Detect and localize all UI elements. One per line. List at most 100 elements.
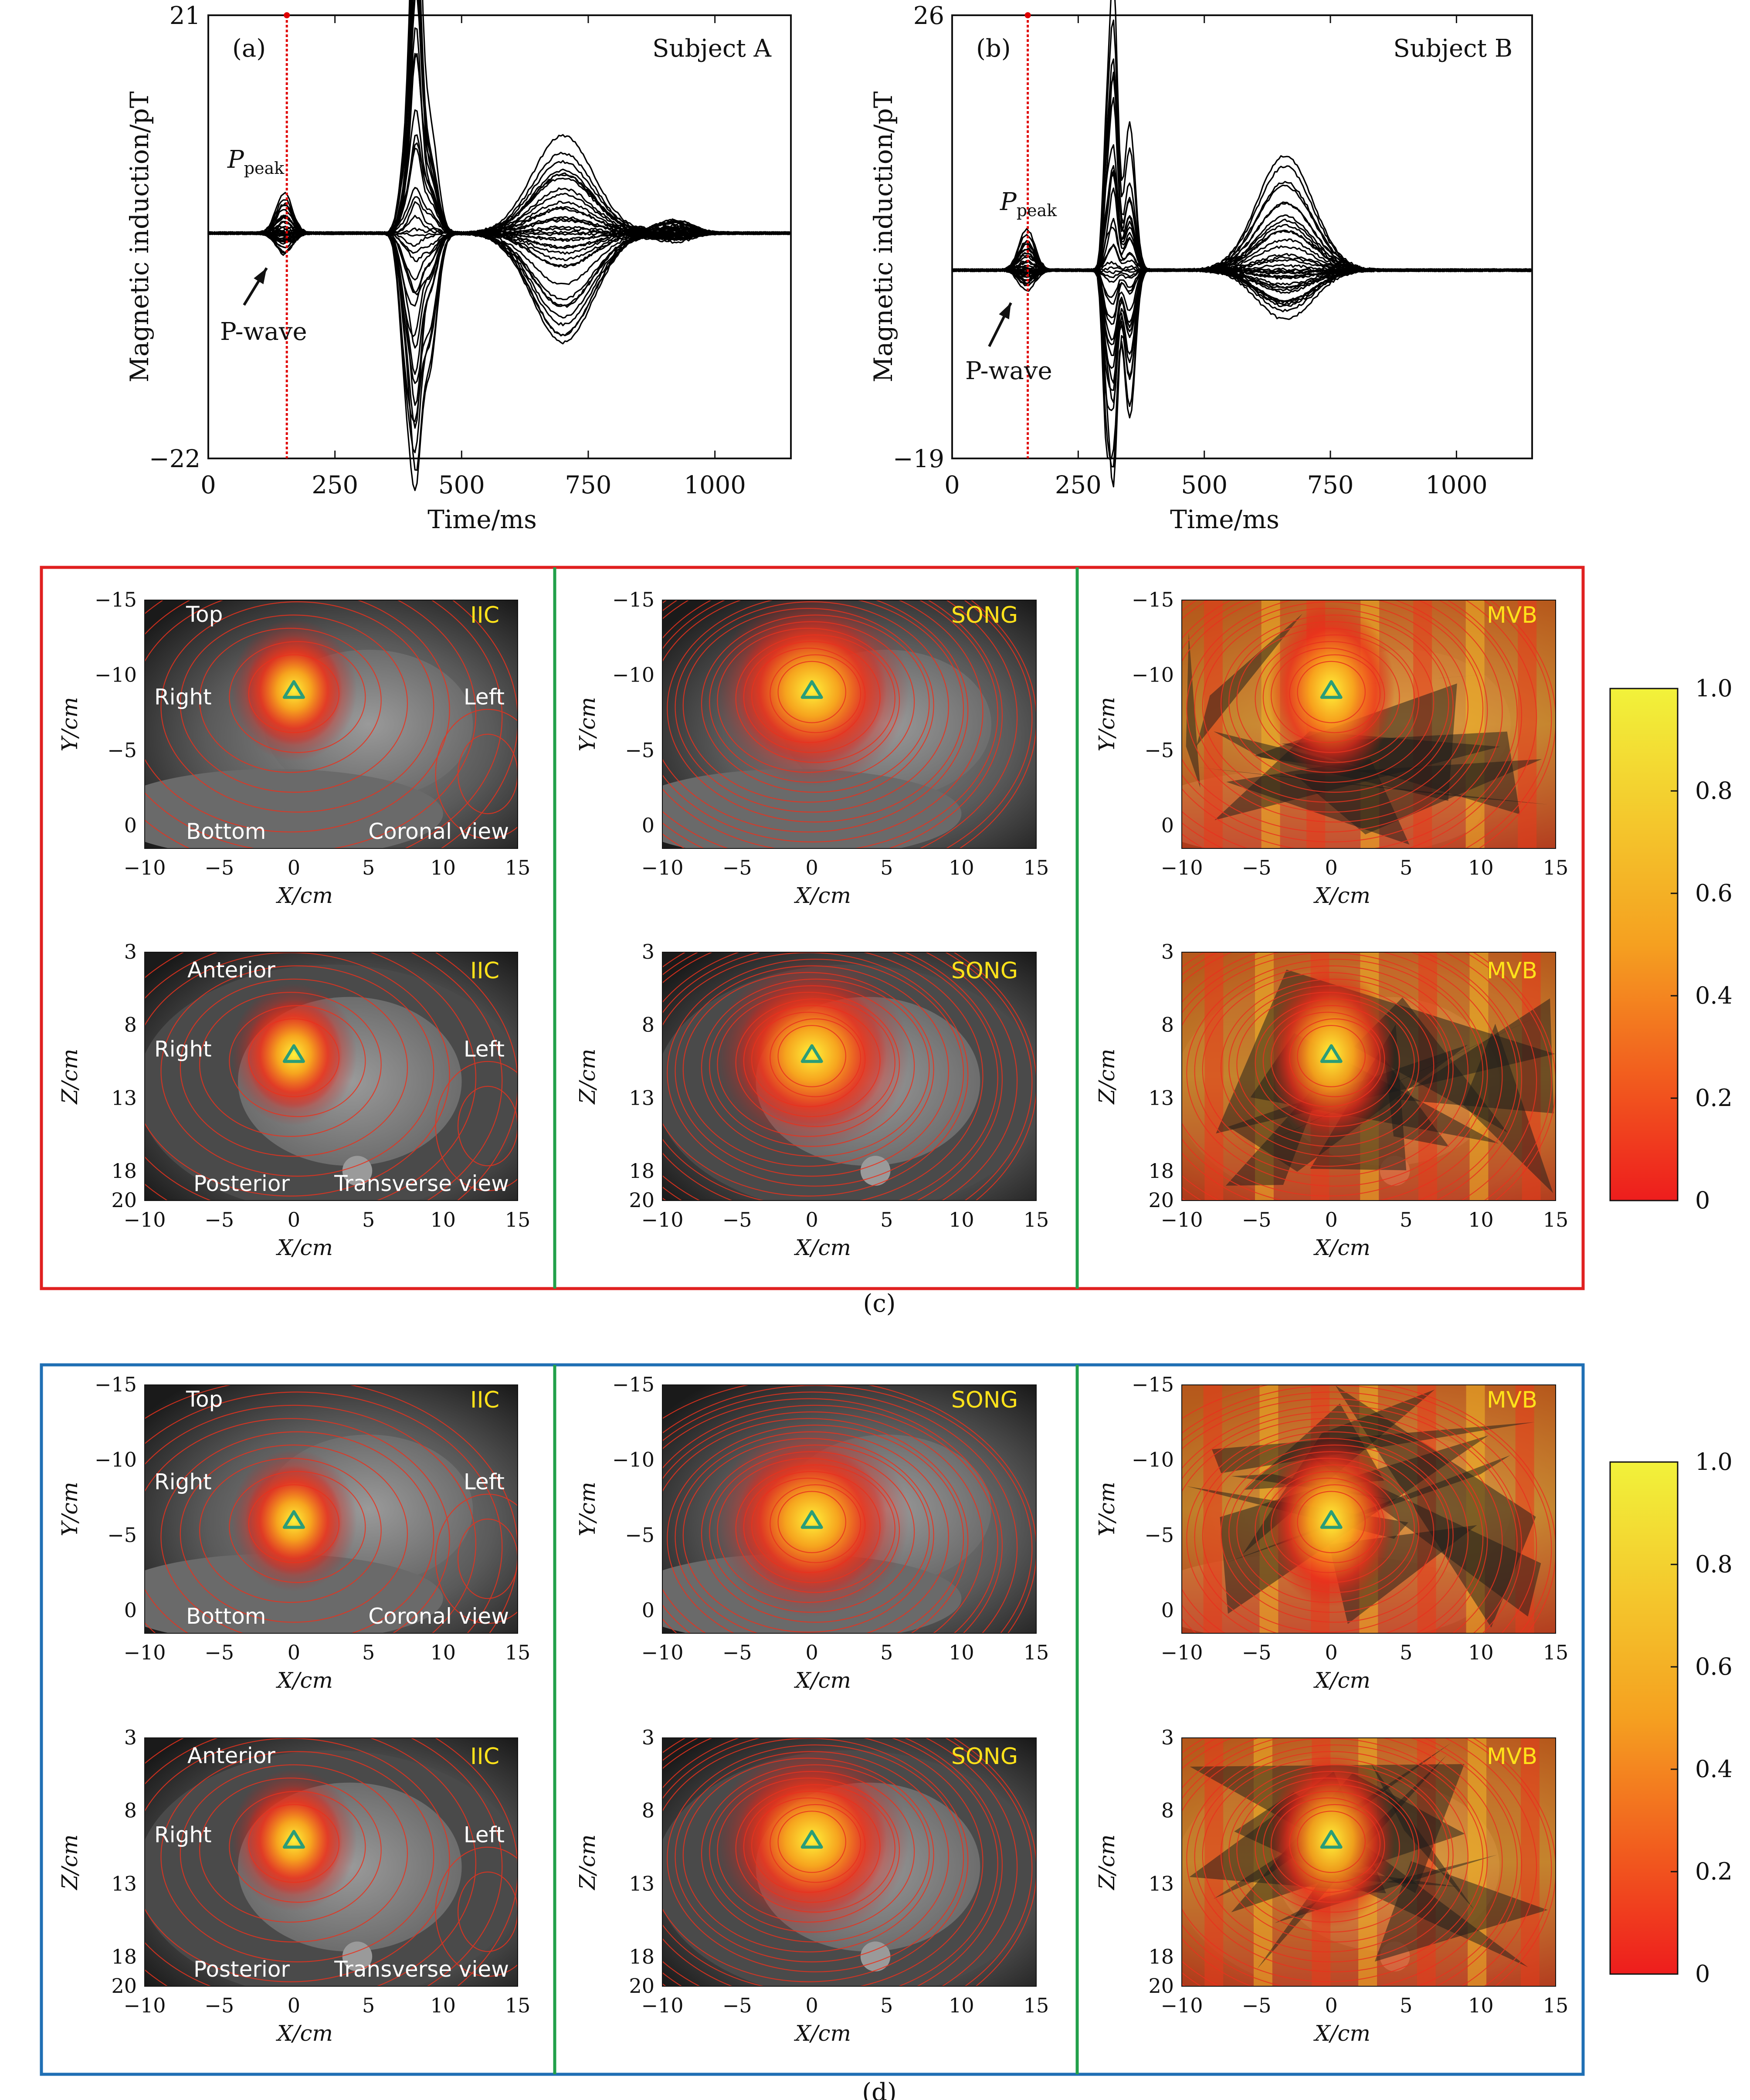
y-tick-label: 8: [642, 1799, 655, 1822]
y-tick-label: −10: [95, 663, 137, 687]
x-tick-label: 10: [949, 1994, 974, 2017]
y-axis-title: Z/cm: [1094, 1834, 1119, 1890]
x-tick-label: 10: [1468, 856, 1494, 879]
method-label: SONG: [951, 602, 1018, 628]
y-axis-title: Y/cm: [57, 697, 82, 751]
contour: [229, 1005, 366, 1117]
contour: [199, 1778, 382, 1923]
contour: [1220, 614, 1449, 793]
trace-bundle: [207, 0, 790, 491]
trace-line: [208, 0, 790, 235]
source-triangle: [1320, 1044, 1343, 1063]
contour: [435, 1846, 518, 1977]
view-label: Transverse view: [334, 1171, 509, 1196]
transverse-panel-mvb: MVB −10 −5 0 5 10 15 3 8 13 18 20 X/cm Z/cm: [1094, 940, 1568, 1260]
heat-blob: [1268, 603, 1395, 777]
contour: [1194, 601, 1469, 813]
trace-line: [208, 109, 790, 235]
mri-image: [1182, 600, 1556, 848]
contour: [751, 648, 866, 743]
x-axis-title: X/cm: [275, 2021, 333, 2046]
y-tick-label: 0: [124, 1598, 137, 1622]
group-caption: (d): [862, 2078, 897, 2100]
x-axis-title: X/cm: [794, 2021, 851, 2046]
contour: [770, 654, 861, 733]
x-axis-title: X/cm: [794, 1668, 851, 1693]
arrow-head: [999, 303, 1011, 319]
transverse-panel-iic: IIC Anterior Right Left Posterior Transverse …: [57, 1726, 530, 2046]
contour: [735, 998, 895, 1127]
contour: [667, 1744, 964, 1972]
contour: [145, 1738, 450, 1982]
y-tick-label: −15: [1132, 1373, 1174, 1396]
y-tick-label: 0: [1161, 814, 1174, 837]
p-wave-label: P-wave: [220, 318, 307, 346]
source-triangle: [1320, 1830, 1343, 1849]
x-tick-label: 15: [1024, 856, 1049, 879]
x-tick-label: −5: [722, 856, 752, 879]
contour: [662, 1405, 998, 1633]
contour: [229, 1791, 366, 1903]
x-tick-label: 10: [1468, 1208, 1494, 1232]
contour: [145, 952, 476, 1201]
y-tick-label: 3: [1161, 940, 1174, 963]
x-tick-label: −10: [641, 856, 683, 879]
contour: [1228, 621, 1435, 783]
trace-line: [207, 231, 790, 471]
trace-line: [208, 53, 790, 235]
method-label: IIC: [470, 1744, 499, 1770]
contour: [1262, 1791, 1400, 1903]
x-tick-label: 0: [806, 1208, 818, 1232]
contour: [1262, 1005, 1400, 1117]
contour: [1202, 1757, 1454, 1953]
contour: [709, 985, 915, 1147]
y-tick-label: 18: [1148, 1159, 1174, 1183]
contour: [1202, 972, 1454, 1167]
contour: [1182, 1738, 1522, 1986]
x-tick-label: 15: [505, 1641, 531, 1664]
ppeak-label: Ppeak: [227, 146, 285, 178]
y-tick-label: 3: [1161, 1726, 1174, 1749]
y-tick-label: −10: [1132, 663, 1174, 687]
colorbar-tick-label: 0: [1695, 1960, 1710, 1988]
trace-line: [208, 53, 790, 235]
colorbar-1: 1.0 0.8 0.6 0.4 0.2 0: [1609, 675, 1733, 1214]
contour: [701, 614, 930, 793]
y-tick-label: 18: [1148, 1945, 1174, 1968]
x-tick-label: 15: [505, 1208, 531, 1232]
mri-image: [1182, 952, 1556, 1201]
x-tick-label: −10: [1160, 1208, 1203, 1232]
y-tick-label: −5: [107, 738, 137, 762]
method-label: IIC: [470, 958, 499, 984]
contour: [777, 661, 846, 723]
x-tick-label: 15: [1543, 1641, 1569, 1664]
contour: [777, 1811, 846, 1873]
contour: [1182, 1418, 1488, 1633]
y-tick-label: 8: [124, 1013, 137, 1037]
y-tick-label: 0: [642, 814, 655, 837]
colorbar-gradient: [1609, 688, 1679, 1201]
coronal-panel-mvb: MVB −10 −5 0 5 10 15 −15 −10 −5 0 X/cm Y/cm: [1094, 588, 1568, 908]
x-tick-label: −10: [123, 856, 166, 879]
contour: [145, 1738, 476, 1986]
contour: [1182, 1738, 1488, 1982]
contour: [662, 600, 1033, 848]
y-bottom-label: −22: [149, 445, 200, 473]
mri-image: [145, 600, 518, 848]
colorbar-tick-label: 1.0: [1695, 675, 1733, 702]
x-tick-label: 5: [1400, 856, 1412, 879]
source-triangle: [282, 1510, 305, 1529]
y-tick-label: 0: [642, 1598, 655, 1622]
method-label: IIC: [470, 1387, 499, 1413]
orientation-top: Top: [186, 602, 223, 627]
contour: [770, 1804, 861, 1883]
x-tick-label: 5: [362, 1641, 375, 1664]
contour: [199, 628, 382, 773]
contour: [735, 1464, 895, 1593]
method-label: SONG: [951, 1744, 1018, 1770]
x-tick-label: 10: [949, 1208, 974, 1232]
x-tick-label: 0: [944, 471, 960, 499]
contour: [1182, 600, 1488, 833]
transverse-panel-song: SONG −10 −5 0 5 10 15 3 8 13 18 20 X/cm Z/cm: [575, 940, 1049, 1260]
image-frame: [662, 1384, 1037, 1634]
